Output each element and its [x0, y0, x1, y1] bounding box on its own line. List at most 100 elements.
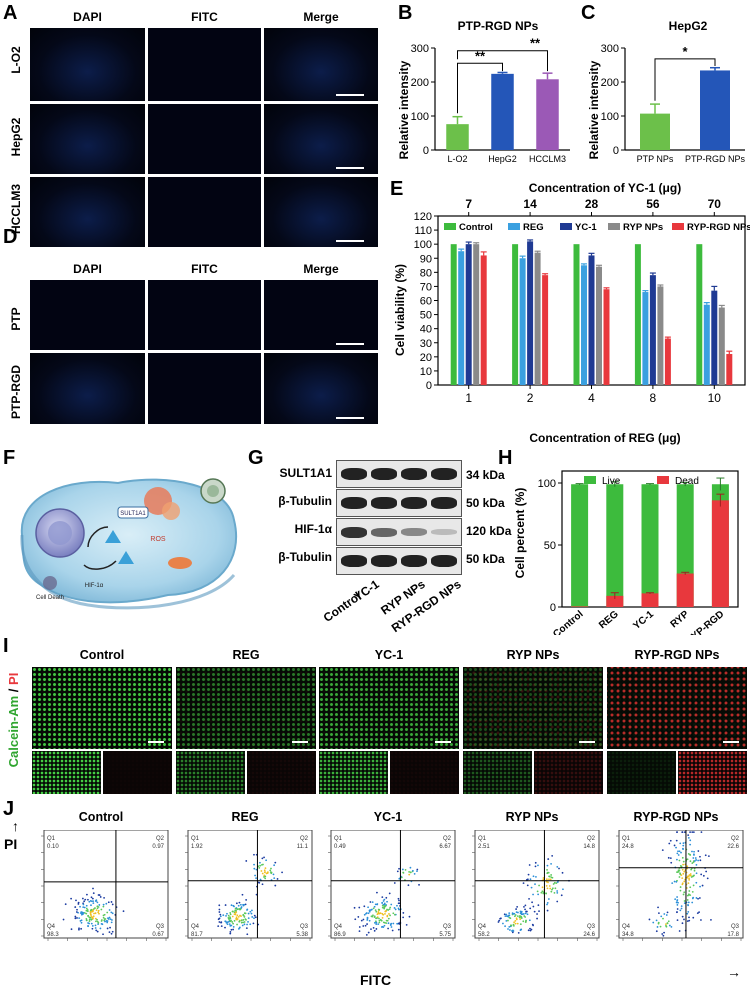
flow-event: [110, 921, 113, 924]
flow-event: [678, 850, 681, 853]
flow-event: [237, 927, 240, 930]
flow-event: [378, 921, 381, 924]
y-tick-label: 200: [601, 77, 619, 89]
flow-event: [243, 912, 246, 915]
legend-label: Live: [602, 476, 621, 487]
flow-event: [90, 915, 93, 917]
flow-event: [234, 913, 237, 916]
bar-dead: [711, 500, 729, 607]
flow-event: [514, 914, 517, 916]
flow-event: [362, 925, 365, 927]
flow-event: [661, 849, 664, 852]
flow-event: [536, 890, 539, 893]
quadrant-name: Q3: [443, 924, 452, 930]
flow-event: [376, 903, 379, 905]
chart-e-xlabel: Concentration of REG (μg): [529, 431, 680, 445]
flow-event: [237, 915, 240, 918]
quadrant-value: 98.3: [47, 932, 59, 938]
flow-event: [107, 918, 110, 920]
bar: [657, 286, 664, 385]
flow-event: [81, 911, 84, 914]
flow-event: [109, 918, 112, 921]
flow-event: [401, 868, 404, 871]
flow-event: [682, 860, 685, 863]
flow-event: [689, 886, 692, 889]
flow-event: [85, 917, 88, 920]
flow-event: [655, 930, 658, 933]
flow-event: [408, 915, 411, 918]
flow-event: [517, 911, 519, 914]
flow-event: [83, 911, 86, 914]
scale-bar: [579, 741, 595, 743]
flow-event: [88, 916, 91, 919]
plot-frame: [187, 830, 313, 939]
flow-event: [546, 864, 549, 867]
flow-event: [87, 925, 90, 928]
blot-strip-tubulin: [336, 489, 462, 517]
flow-event: [516, 915, 519, 918]
quadrant-value: 0.49: [334, 844, 346, 850]
x-tick-label: 10: [708, 391, 722, 405]
pi-channel-micrograph: [390, 751, 459, 794]
chart-h-ylabel: Cell percent (%): [513, 488, 527, 579]
flow-event: [242, 919, 245, 921]
flow-event: [93, 912, 95, 915]
quadrant-name: Q4: [334, 924, 343, 930]
flow-event: [547, 881, 549, 884]
flow-event: [687, 852, 690, 855]
flow-event: [367, 931, 370, 934]
flow-event: [691, 891, 694, 893]
flow-event: [688, 916, 690, 919]
flow-event: [507, 915, 509, 918]
flow-event: [687, 882, 690, 885]
flow-event: [509, 929, 511, 931]
flow-event: [254, 874, 256, 877]
flow-event: [693, 850, 695, 853]
flow-event: [390, 922, 393, 925]
flow-event: [234, 907, 237, 910]
flow-event: [229, 913, 232, 916]
flow-event: [83, 900, 86, 903]
flow-event: [376, 891, 378, 894]
micrograph-ptp-merge: [264, 280, 378, 350]
flow-event: [273, 864, 276, 867]
flow-event: [382, 913, 385, 916]
flow-event: [679, 909, 682, 912]
flow-event: [357, 916, 360, 918]
flow-event: [686, 899, 689, 901]
flow-dot-plot: Q1 1.92 Q2 11.1 Q4 81.7 Q3 5.38: [185, 830, 313, 941]
flow-event: [668, 924, 671, 927]
flow-event: [667, 856, 670, 859]
flow-event: [373, 905, 376, 908]
flow-event: [513, 921, 515, 924]
label-ros: ROS: [150, 536, 166, 543]
flow-event: [676, 858, 678, 861]
flow-event: [98, 912, 100, 915]
blot-size-50: 50 kDa: [466, 496, 505, 510]
quadrant-name: Q4: [622, 924, 631, 930]
flow-event: [689, 839, 692, 842]
flow-event: [272, 873, 275, 876]
chart-e: Concentration of YC-1 (μg) Concentration…: [393, 181, 750, 445]
flow-event: [686, 865, 689, 868]
col-label-dapi: DAPI: [73, 10, 102, 24]
quadrant-value: 1.92: [191, 844, 203, 850]
flow-event: [693, 853, 695, 856]
flow-event: [217, 925, 220, 928]
flow-event: [263, 869, 266, 872]
flow-event: [218, 911, 221, 913]
flow-event: [367, 906, 369, 909]
flow-event: [85, 912, 88, 915]
flow-event: [661, 933, 664, 935]
sig-marker: *: [682, 44, 688, 59]
flow-event: [683, 918, 685, 921]
quadrant-name: Q4: [478, 924, 487, 930]
flow-event: [96, 907, 99, 910]
flow-event: [675, 901, 678, 904]
flow-event: [230, 924, 233, 927]
flow-event: [74, 917, 77, 920]
flow-event: [255, 877, 257, 880]
y-tick-label: 300: [601, 43, 619, 55]
flow-event: [530, 928, 533, 931]
flow-event: [91, 927, 94, 930]
